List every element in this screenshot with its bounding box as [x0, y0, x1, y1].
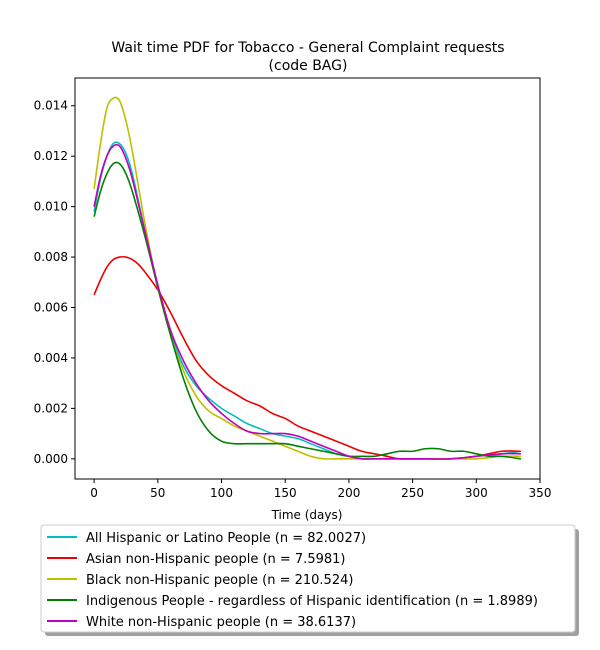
y-tick-label-5: 0.010: [34, 200, 68, 214]
y-tick-label-0: 0.000: [34, 452, 68, 466]
series-line-1: [93, 255, 521, 460]
x-axis-label: Time (days): [271, 508, 343, 522]
x-tick-label-3: 150: [274, 486, 297, 500]
legend-frame: [40, 524, 576, 633]
legend-label-0: All Hispanic or Latino People (n = 82.00…: [86, 531, 366, 546]
series-line-3: [93, 161, 521, 460]
legend-label-1: Asian non-Hispanic people (n = 7.5981): [86, 552, 345, 567]
legend-items: All Hispanic or Latino People (n = 82.00…: [47, 531, 538, 630]
legend: All Hispanic or Latino People (n = 82.00…: [40, 524, 579, 636]
legend-label-3: Indigenous People - regardless of Hispan…: [86, 594, 538, 609]
y-tick-label-4: 0.008: [34, 250, 68, 264]
series-line-2: [93, 96, 521, 460]
y-tick-label-3: 0.006: [34, 301, 68, 315]
chart-title-line-2: (code BAG): [269, 58, 348, 74]
plot-area-frame: [74, 77, 541, 480]
series-line-0: [93, 141, 521, 460]
x-tick-label-2: 100: [210, 486, 233, 500]
y-tick-label-1: 0.002: [34, 401, 68, 415]
legend-label-2: Black non-Hispanic people (n = 210.524): [86, 573, 353, 588]
y-axis-ticks: 0.000 0.002 0.004 0.006 0.008 0.010 0.012 0.014: [34, 99, 75, 466]
x-tick-label-5: 250: [401, 486, 424, 500]
y-tick-label-6: 0.012: [34, 149, 68, 163]
chart-title-line-1: Wait time PDF for Tobacco - General Comp…: [111, 40, 504, 56]
legend-label-4: White non-Hispanic people (n = 38.6137): [86, 615, 356, 630]
plot-lines: [93, 96, 521, 460]
x-tick-label-7: 350: [529, 486, 552, 500]
x-axis-ticks: 0 50 100 150 200 250 300 350: [90, 479, 551, 500]
x-tick-label-1: 50: [150, 486, 165, 500]
series-line-4: [93, 143, 521, 460]
y-tick-label-7: 0.014: [34, 99, 68, 113]
x-tick-label-4: 200: [337, 486, 360, 500]
x-tick-label-6: 300: [465, 486, 488, 500]
y-tick-label-2: 0.004: [34, 351, 68, 365]
x-tick-label-0: 0: [90, 486, 98, 500]
